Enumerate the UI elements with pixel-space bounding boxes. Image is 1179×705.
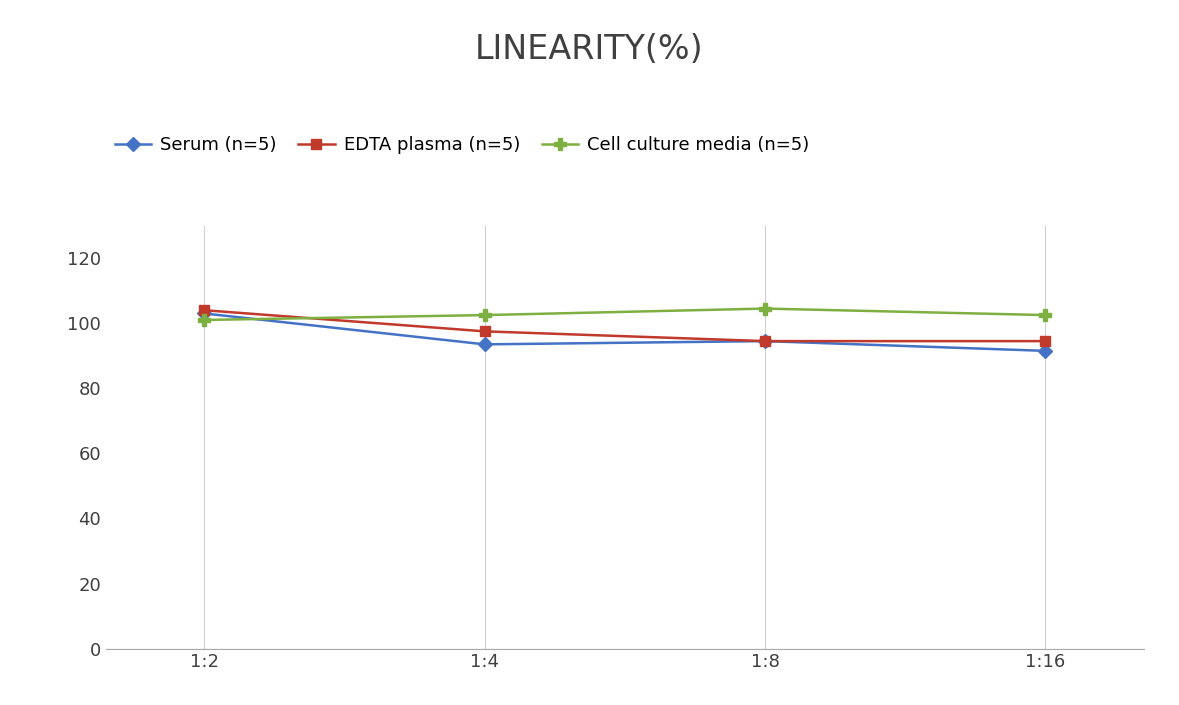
Serum (n=5) [1039,347,1053,355]
EDTA plasma (n=5) [197,306,211,314]
Cell culture media (n=5) [197,316,211,324]
EDTA plasma (n=5) [758,337,772,345]
Line: Cell culture media (n=5): Cell culture media (n=5) [198,302,1052,326]
Cell culture media (n=5) [1039,311,1053,319]
Line: Serum (n=5): Serum (n=5) [199,309,1050,356]
EDTA plasma (n=5) [1039,337,1053,345]
Serum (n=5) [758,337,772,345]
Cell culture media (n=5) [758,305,772,313]
EDTA plasma (n=5) [477,327,492,336]
Cell culture media (n=5) [477,311,492,319]
Line: EDTA plasma (n=5): EDTA plasma (n=5) [199,305,1050,346]
Legend: Serum (n=5), EDTA plasma (n=5), Cell culture media (n=5): Serum (n=5), EDTA plasma (n=5), Cell cul… [116,136,809,154]
Text: LINEARITY(%): LINEARITY(%) [475,33,704,66]
Serum (n=5) [197,309,211,318]
Serum (n=5) [477,340,492,348]
